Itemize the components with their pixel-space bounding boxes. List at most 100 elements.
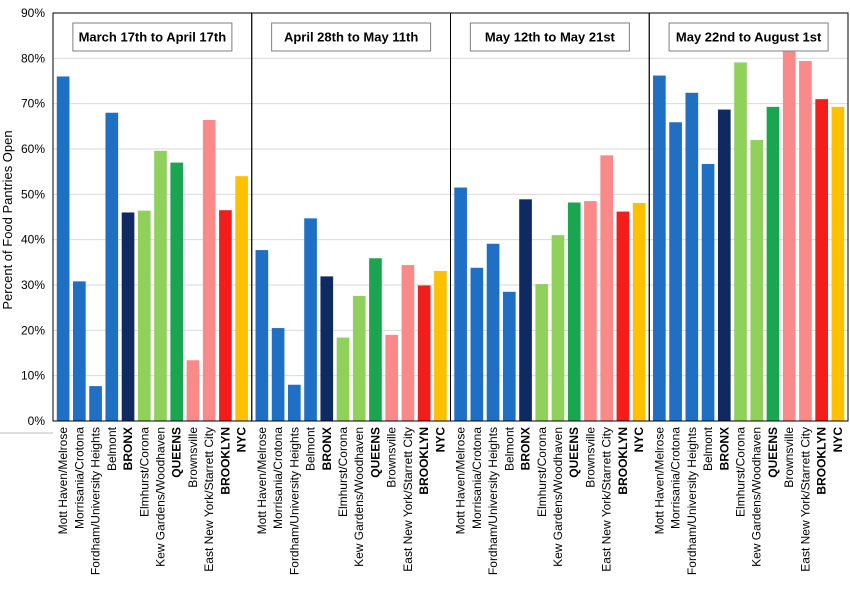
bar xyxy=(369,258,382,421)
bar xyxy=(202,119,216,421)
x-category-label: Fordham/University Heights xyxy=(89,427,103,575)
bar xyxy=(170,162,184,421)
bar xyxy=(137,210,151,421)
x-category-label: BROOKLYN xyxy=(616,427,630,495)
x-category-label: Brownsville xyxy=(186,427,200,488)
x-category-label: Elmhurst/Corona xyxy=(137,427,151,517)
x-category-label: Brownsville xyxy=(583,427,597,488)
x-category-label: BROOKLYN xyxy=(218,427,232,495)
x-category-label: QUEENS xyxy=(170,427,184,478)
y-tick-label: 60% xyxy=(21,142,45,156)
bar xyxy=(653,75,666,421)
bar xyxy=(417,285,431,421)
y-tick-label: 40% xyxy=(21,233,45,247)
x-category-label: Elmhurst/Corona xyxy=(734,427,748,517)
x-category-label: Morrisania/Crotona xyxy=(470,427,484,529)
x-category-label: Belmont xyxy=(304,426,318,471)
bar xyxy=(535,284,549,421)
bar xyxy=(584,201,597,421)
x-category-label: Morrisania/Crotona xyxy=(72,427,86,529)
x-category-label: Kew Gardens/Woodhaven xyxy=(551,427,565,567)
panel-title: April 28th to May 11th xyxy=(284,30,418,45)
x-category-label: NYC xyxy=(433,427,447,453)
panel-title-box xyxy=(271,22,432,52)
x-category-label: Fordham/University Heights xyxy=(685,427,699,575)
x-category-label: East New York/Starrett City xyxy=(202,427,216,572)
bar xyxy=(519,199,532,421)
y-axis-ticks: 0% 10% 20% 30% 40% 50% 60% 70% 80% 90% xyxy=(21,6,45,428)
bar xyxy=(717,109,731,421)
x-category-label: BRONX xyxy=(320,427,334,470)
x-category-label: NYC xyxy=(632,427,646,453)
y-tick-label: 0% xyxy=(28,414,46,428)
x-category-label: Mott Haven/Melrose xyxy=(652,427,666,535)
x-category-label: Brownsville xyxy=(385,427,399,488)
x-category-label: NYC xyxy=(831,427,845,453)
bar xyxy=(782,49,796,422)
x-category-label: Fordham/University Heights xyxy=(486,427,500,575)
x-category-label: Elmhurst/Corona xyxy=(535,427,549,517)
x-category-label: Belmont xyxy=(105,426,119,471)
x-category-label: BROOKLYN xyxy=(815,427,829,495)
x-category-label: BROOKLYN xyxy=(417,427,431,495)
bar xyxy=(669,122,682,422)
panel-frames: March 17th to April 17th April 28th to Ma… xyxy=(0,12,849,434)
y-tick-label: 30% xyxy=(21,278,45,292)
bar xyxy=(632,202,646,421)
x-axis-categories: Mott Haven/Melrose Morrisania/Crotona Ford… xyxy=(56,426,845,575)
x-category-label: QUEENS xyxy=(567,427,581,478)
bar xyxy=(616,211,630,421)
bar xyxy=(121,212,135,421)
x-category-label: Morrisania/Crotona xyxy=(669,427,683,529)
x-category-label: Kew Gardens/Woodhaven xyxy=(750,427,764,567)
y-tick-label: 20% xyxy=(21,323,45,337)
bar xyxy=(154,150,167,421)
x-category-label: Elmhurst/Corona xyxy=(336,427,350,517)
y-axis-label: Percent of Food Pantries Open xyxy=(0,130,15,309)
x-category-label: Kew Gardens/Woodhaven xyxy=(154,427,168,567)
bar xyxy=(235,176,248,421)
panel-title: March 17th to April 17th xyxy=(79,30,227,45)
x-category-label: Kew Gardens/Woodhaven xyxy=(352,427,366,567)
x-category-label: Brownsville xyxy=(782,427,796,488)
x-category-label: East New York/Starrett City xyxy=(401,427,415,572)
x-category-label: Morrisania/Crotona xyxy=(271,427,285,529)
bar xyxy=(502,291,516,421)
y-tick-label: 90% xyxy=(21,6,45,20)
bar xyxy=(73,281,86,421)
x-category-label: Mott Haven/Melrose xyxy=(454,427,468,535)
y-tick-label: 10% xyxy=(21,369,45,383)
panel-title-box xyxy=(469,22,630,52)
bar xyxy=(105,112,119,421)
x-category-label: Mott Haven/Melrose xyxy=(255,427,269,535)
bar xyxy=(255,250,269,421)
y-tick-label: 70% xyxy=(21,97,45,111)
panel-title: May 12th to May 21st xyxy=(485,30,616,45)
bar xyxy=(454,187,467,421)
bar xyxy=(56,76,70,421)
x-category-label: East New York/Starrett City xyxy=(600,427,614,572)
bar xyxy=(831,106,845,421)
bar xyxy=(567,202,581,421)
bar xyxy=(434,270,447,421)
x-category-label: Fordham/University Heights xyxy=(287,427,301,575)
x-category-label: BRONX xyxy=(121,427,135,470)
bar xyxy=(401,265,415,421)
panel-title-box xyxy=(668,22,829,52)
bar xyxy=(815,99,828,421)
x-category-label: East New York/Starrett City xyxy=(798,427,812,572)
bar xyxy=(385,334,399,421)
bar xyxy=(336,337,350,421)
x-category-label: Belmont xyxy=(701,426,715,471)
x-category-label: Mott Haven/Melrose xyxy=(56,427,70,535)
bar xyxy=(186,360,200,421)
x-category-label: BRONX xyxy=(717,427,731,470)
x-category-label: Belmont xyxy=(502,426,516,471)
bar xyxy=(287,384,301,421)
bar xyxy=(320,276,334,421)
bar xyxy=(799,61,812,421)
x-category-label: BRONX xyxy=(519,427,533,470)
bar xyxy=(352,295,366,421)
bar xyxy=(551,235,565,421)
